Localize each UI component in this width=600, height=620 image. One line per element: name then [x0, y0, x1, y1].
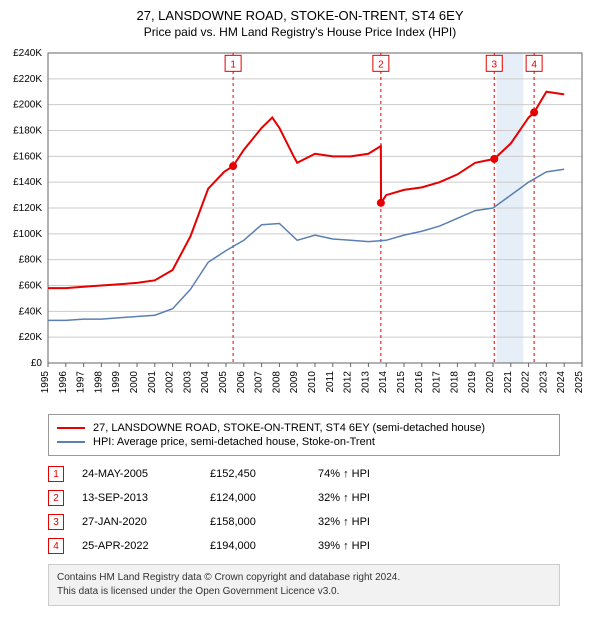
svg-text:£140K: £140K	[13, 177, 42, 188]
line-chart: £0 £20K £40K £60K £80K £100K £120K £140K £160K £1…	[0, 43, 600, 403]
footer-line-1: Contains HM Land Registry data © Crown c…	[57, 571, 551, 585]
event-price: £158,000	[210, 516, 300, 528]
svg-text:1996: 1996	[58, 371, 69, 394]
svg-text:£220K: £220K	[13, 74, 42, 85]
svg-text:£80K: £80K	[19, 255, 43, 266]
svg-text:2025: 2025	[574, 371, 585, 394]
titles: 27, LANSDOWNE ROAD, STOKE-ON-TRENT, ST4 …	[0, 0, 600, 43]
svg-text:2001: 2001	[147, 371, 158, 394]
event-row: 4 25-APR-2022 £194,000 39% ↑ HPI	[48, 534, 560, 558]
svg-text:£0: £0	[31, 358, 43, 369]
svg-text:2016: 2016	[414, 371, 425, 394]
svg-text:2000: 2000	[129, 371, 140, 394]
svg-text:£100K: £100K	[13, 229, 42, 240]
footer-note: Contains HM Land Registry data © Crown c…	[48, 564, 560, 606]
event-marker: 3	[48, 514, 64, 530]
svg-text:2011: 2011	[325, 371, 336, 393]
event-row: 1 24-MAY-2005 £152,450 74% ↑ HPI	[48, 462, 560, 486]
svg-text:2010: 2010	[307, 371, 318, 394]
event-marker: 1	[48, 466, 64, 482]
svg-text:£60K: £60K	[19, 281, 43, 292]
svg-text:£20K: £20K	[19, 332, 43, 343]
svg-text:£180K: £180K	[13, 126, 42, 137]
svg-text:2019: 2019	[467, 371, 478, 394]
svg-text:3: 3	[491, 59, 497, 70]
legend-swatch	[57, 441, 85, 443]
svg-text:2004: 2004	[200, 371, 211, 394]
svg-text:1999: 1999	[111, 371, 122, 394]
event-pct: 32% ↑ HPI	[318, 492, 398, 504]
event-pct: 39% ↑ HPI	[318, 540, 398, 552]
svg-text:2015: 2015	[396, 371, 407, 394]
event-price: £194,000	[210, 540, 300, 552]
event-row: 2 13-SEP-2013 £124,000 32% ↑ HPI	[48, 486, 560, 510]
svg-text:2005: 2005	[218, 371, 229, 394]
chart-area: £0 £20K £40K £60K £80K £100K £120K £140K £160K £1…	[0, 43, 600, 408]
svg-text:2023: 2023	[538, 371, 549, 394]
event-date: 13-SEP-2013	[82, 492, 192, 504]
legend: 27, LANSDOWNE ROAD, STOKE-ON-TRENT, ST4 …	[48, 414, 560, 456]
svg-text:£160K: £160K	[13, 151, 42, 162]
svg-text:1998: 1998	[93, 371, 104, 394]
svg-text:2003: 2003	[182, 371, 193, 394]
event-price: £124,000	[210, 492, 300, 504]
chart-title: 27, LANSDOWNE ROAD, STOKE-ON-TRENT, ST4 …	[10, 8, 590, 23]
svg-text:2007: 2007	[254, 371, 265, 394]
svg-text:2013: 2013	[360, 371, 371, 394]
event-price: £152,450	[210, 468, 300, 480]
legend-label: 27, LANSDOWNE ROAD, STOKE-ON-TRENT, ST4 …	[93, 422, 485, 434]
svg-text:2009: 2009	[289, 371, 300, 394]
svg-text:1: 1	[230, 59, 236, 70]
event-marker: 2	[48, 490, 64, 506]
legend-item: 27, LANSDOWNE ROAD, STOKE-ON-TRENT, ST4 …	[57, 421, 551, 435]
svg-text:£40K: £40K	[19, 306, 43, 317]
svg-text:1995: 1995	[40, 371, 51, 394]
svg-text:2017: 2017	[432, 371, 443, 394]
svg-text:2006: 2006	[236, 371, 247, 394]
svg-text:1997: 1997	[76, 371, 87, 394]
svg-text:£240K: £240K	[13, 48, 42, 59]
svg-text:2014: 2014	[378, 371, 389, 394]
event-date: 25-APR-2022	[82, 540, 192, 552]
legend-label: HPI: Average price, semi-detached house,…	[93, 436, 375, 448]
svg-text:2020: 2020	[485, 371, 496, 394]
svg-text:2012: 2012	[343, 371, 354, 394]
legend-swatch	[57, 427, 85, 429]
svg-text:2022: 2022	[521, 371, 532, 394]
svg-text:2024: 2024	[556, 371, 567, 394]
svg-text:2018: 2018	[449, 371, 460, 394]
chart-subtitle: Price paid vs. HM Land Registry's House …	[10, 25, 590, 39]
svg-text:2008: 2008	[271, 371, 282, 394]
page: 27, LANSDOWNE ROAD, STOKE-ON-TRENT, ST4 …	[0, 0, 600, 606]
svg-text:2002: 2002	[165, 371, 176, 394]
event-marker: 4	[48, 538, 64, 554]
event-date: 24-MAY-2005	[82, 468, 192, 480]
svg-text:2: 2	[378, 59, 384, 70]
events-table: 1 24-MAY-2005 £152,450 74% ↑ HPI 2 13-SEP-201…	[48, 462, 560, 558]
legend-item: HPI: Average price, semi-detached house,…	[57, 435, 551, 449]
svg-text:2021: 2021	[503, 371, 514, 394]
event-row: 3 27-JAN-2020 £158,000 32% ↑ HPI	[48, 510, 560, 534]
footer-line-2: This data is licensed under the Open Gov…	[57, 585, 551, 599]
event-pct: 74% ↑ HPI	[318, 468, 398, 480]
event-pct: 32% ↑ HPI	[318, 516, 398, 528]
svg-text:£120K: £120K	[13, 203, 42, 214]
svg-text:£200K: £200K	[13, 100, 42, 111]
svg-text:4: 4	[531, 59, 537, 70]
event-date: 27-JAN-2020	[82, 516, 192, 528]
